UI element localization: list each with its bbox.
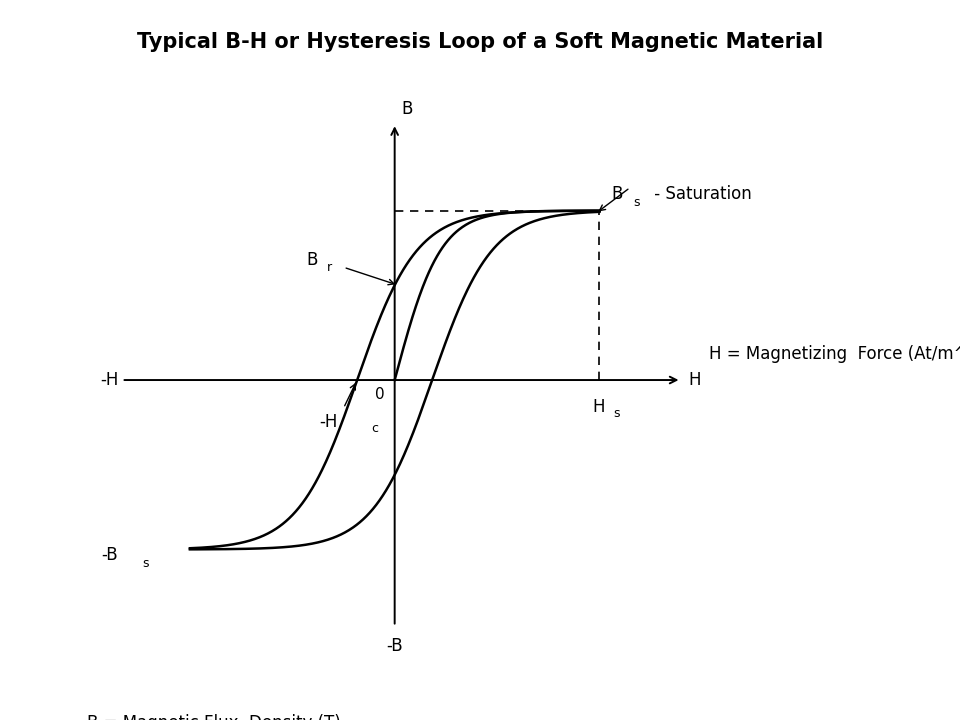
Text: H: H: [688, 371, 701, 389]
Text: -H: -H: [320, 413, 338, 431]
Text: Typical B-H or Hysteresis Loop of a Soft Magnetic Material: Typical B-H or Hysteresis Loop of a Soft…: [137, 32, 823, 53]
Text: c: c: [371, 422, 378, 435]
Text: H: H: [592, 398, 605, 416]
Text: B = Magnetic Flux  Density (T): B = Magnetic Flux Density (T): [87, 714, 341, 720]
Text: B: B: [306, 251, 318, 269]
Text: B: B: [401, 100, 413, 118]
Text: 0: 0: [374, 387, 384, 402]
Text: - Saturation: - Saturation: [649, 185, 752, 203]
Text: s: s: [613, 407, 619, 420]
Text: -B: -B: [102, 546, 118, 564]
Text: H = Magnetizing  Force (At/m^2): H = Magnetizing Force (At/m^2): [708, 346, 960, 364]
Text: s: s: [634, 196, 640, 209]
Text: B: B: [612, 185, 623, 203]
Text: r: r: [326, 261, 331, 274]
Text: -B: -B: [386, 636, 403, 654]
Text: -H: -H: [100, 371, 118, 389]
Text: s: s: [142, 557, 149, 570]
